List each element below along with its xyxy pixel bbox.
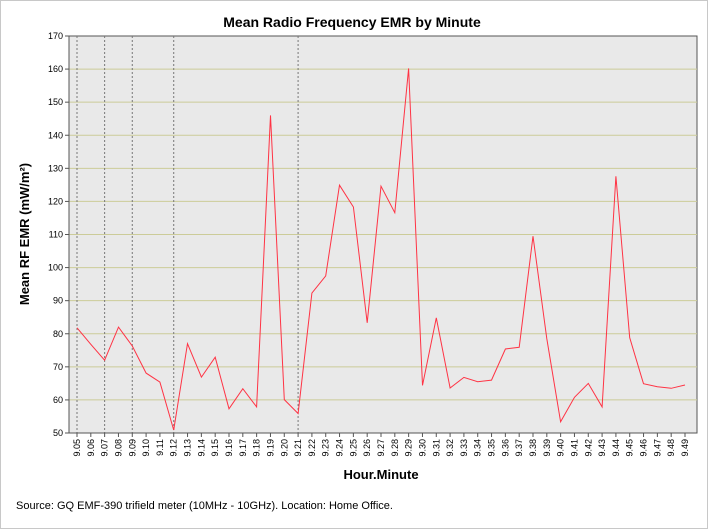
- x-tick-label: 9.16: [224, 439, 234, 457]
- x-tick-label: 9.23: [321, 439, 331, 457]
- x-tick-label: 9.15: [210, 439, 220, 457]
- x-tick-label: 9.31: [431, 439, 441, 457]
- y-tick-label: 170: [48, 31, 63, 41]
- x-tick-label: 9.18: [252, 439, 262, 457]
- y-axis-title: Mean RF EMR (mW/m²): [17, 163, 32, 305]
- x-axis-ticks: 9.05 9.06 9.07 9.08 9.09 9.10 9.11 9.12 9.13 9.14…: [72, 433, 690, 457]
- x-tick-label: 9.09: [127, 439, 137, 457]
- x-tick-label: 9.27: [376, 439, 386, 457]
- x-tick-label: 9.12: [169, 439, 179, 457]
- x-tick-label: 9.48: [666, 439, 676, 457]
- source-note: Source: GQ EMF-390 trifield meter (10MHz…: [16, 500, 393, 512]
- y-tick-label: 90: [53, 296, 63, 306]
- y-tick-label: 50: [53, 428, 63, 438]
- x-tick-label: 9.43: [597, 439, 607, 457]
- chart-title: Mean Radio Frequency EMR by Minute: [223, 14, 481, 30]
- x-tick-label: 9.25: [348, 439, 358, 457]
- x-tick-label: 9.22: [307, 439, 317, 457]
- y-axis-ticks: 50 60 70 80 90 100 110 120 130 140 150 160 170: [48, 31, 69, 438]
- x-tick-label: 9.38: [528, 439, 538, 457]
- x-tick-label: 9.13: [183, 439, 193, 457]
- x-tick-label: 9.47: [652, 439, 662, 457]
- x-tick-label: 9.26: [362, 439, 372, 457]
- x-tick-label: 9.42: [583, 439, 593, 457]
- x-tick-label: 9.44: [611, 439, 621, 457]
- x-tick-label: 9.14: [196, 439, 206, 457]
- y-tick-label: 120: [48, 196, 63, 206]
- y-tick-label: 70: [53, 362, 63, 372]
- y-tick-label: 140: [48, 130, 63, 140]
- y-tick-label: 100: [48, 263, 63, 273]
- x-tick-label: 9.35: [487, 439, 497, 457]
- y-tick-label: 160: [48, 64, 63, 74]
- x-tick-label: 9.36: [500, 439, 510, 457]
- x-tick-label: 9.37: [514, 439, 524, 457]
- x-tick-label: 9.34: [473, 439, 483, 457]
- x-tick-label: 9.24: [335, 439, 345, 457]
- series-layer: [76, 68, 686, 431]
- x-tick-label: 9.08: [114, 439, 124, 457]
- x-tick-label: 9.06: [86, 439, 96, 457]
- y-tick-label: 150: [48, 97, 63, 107]
- y-tick-label: 110: [49, 230, 63, 240]
- x-tick-label: 9.46: [639, 439, 649, 457]
- y-tick-label: 130: [48, 163, 63, 173]
- x-tick-label: 9.21: [293, 439, 303, 457]
- x-tick-label: 9.39: [542, 439, 552, 457]
- x-tick-label: 9.17: [238, 439, 248, 457]
- x-tick-label: 9.40: [556, 439, 566, 457]
- x-tick-label: 9.11: [155, 439, 165, 456]
- x-axis-title: Hour.Minute: [343, 467, 418, 482]
- x-tick-label: 9.45: [625, 439, 635, 457]
- x-tick-label: 9.07: [100, 439, 110, 457]
- x-tick-label: 9.32: [445, 439, 455, 457]
- y-tick-label: 80: [53, 329, 63, 339]
- x-tick-label: 9.28: [390, 439, 400, 457]
- y-tick-label: 60: [53, 395, 63, 405]
- x-tick-label: 9.41: [570, 439, 580, 457]
- x-tick-label: 9.29: [404, 439, 414, 457]
- x-tick-label: 9.20: [279, 439, 289, 457]
- x-tick-label: 9.10: [141, 439, 151, 457]
- x-tick-label: 9.30: [418, 439, 428, 457]
- series-line: [76, 68, 686, 431]
- x-tick-label: 9.05: [72, 439, 82, 457]
- x-tick-label: 9.33: [459, 439, 469, 457]
- x-tick-label: 9.49: [680, 439, 690, 457]
- x-tick-label: 9.19: [266, 439, 276, 457]
